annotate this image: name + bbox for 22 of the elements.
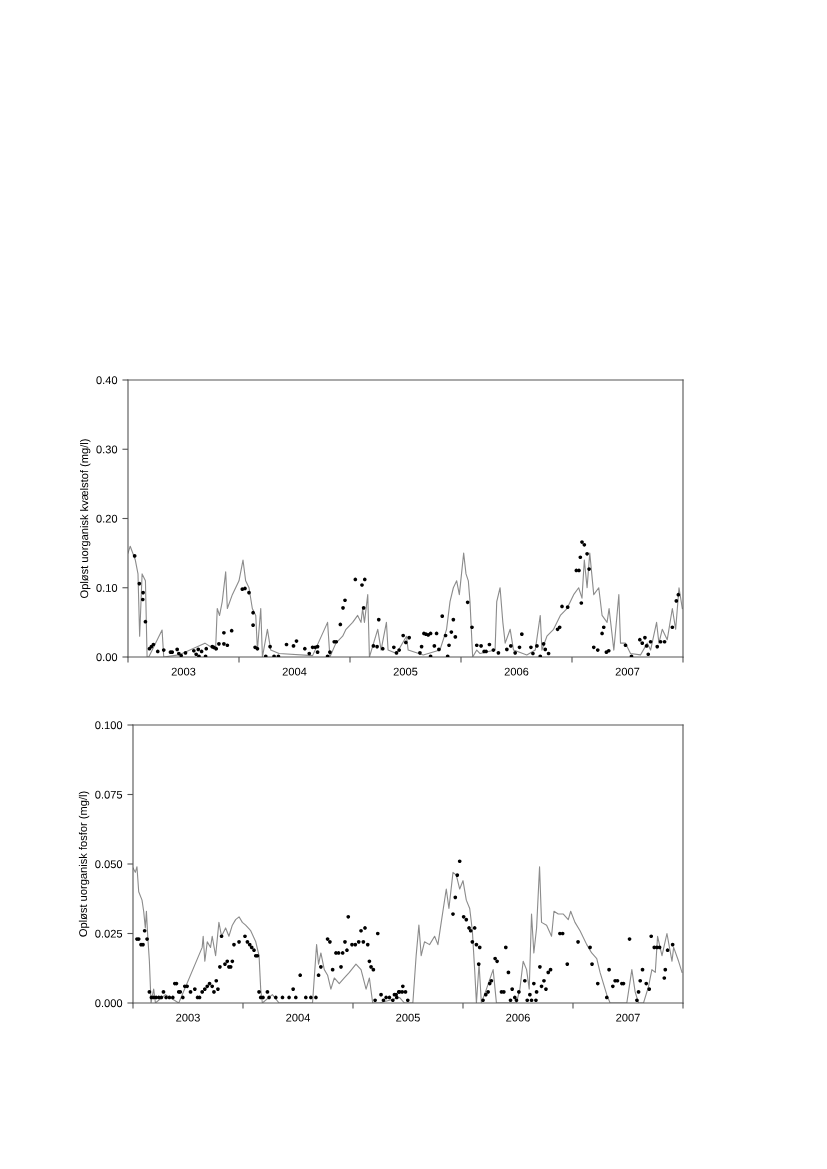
y-tick-label: 0.000 xyxy=(95,999,123,1008)
y-tick-label: 0.30 xyxy=(96,445,118,454)
y-tick-label: 0.20 xyxy=(96,514,118,523)
y-tick-label: 0.10 xyxy=(96,584,118,592)
y-axis-title: Opløst uorganisk kvælstof (mg/l) xyxy=(80,439,91,598)
x-tick-label: 2004 xyxy=(282,667,307,676)
x-tick-label: 2004 xyxy=(286,1013,311,1022)
x-tick-label: 2003 xyxy=(176,1013,200,1022)
x-tick-label: 2007 xyxy=(615,667,640,676)
y-tick-label: 0.075 xyxy=(95,790,123,799)
y-tick-label: 0.40 xyxy=(96,376,118,385)
y-tick-label: 0.00 xyxy=(96,653,118,662)
x-tick-label: 2005 xyxy=(393,667,418,676)
x-tick-label: 2006 xyxy=(504,667,529,676)
y-tick-label: 0.100 xyxy=(95,721,123,730)
y-tick-label: 0.025 xyxy=(95,929,123,938)
x-tick-label: 2006 xyxy=(506,1013,530,1022)
x-tick-label: 2005 xyxy=(396,1013,420,1022)
x-tick-label: 2003 xyxy=(171,667,196,676)
y-axis-title: Opløst uorganisk fosfor (mg/l) xyxy=(78,791,90,937)
x-tick-label: 2007 xyxy=(616,1013,640,1022)
y-tick-label: 0.050 xyxy=(95,860,123,869)
